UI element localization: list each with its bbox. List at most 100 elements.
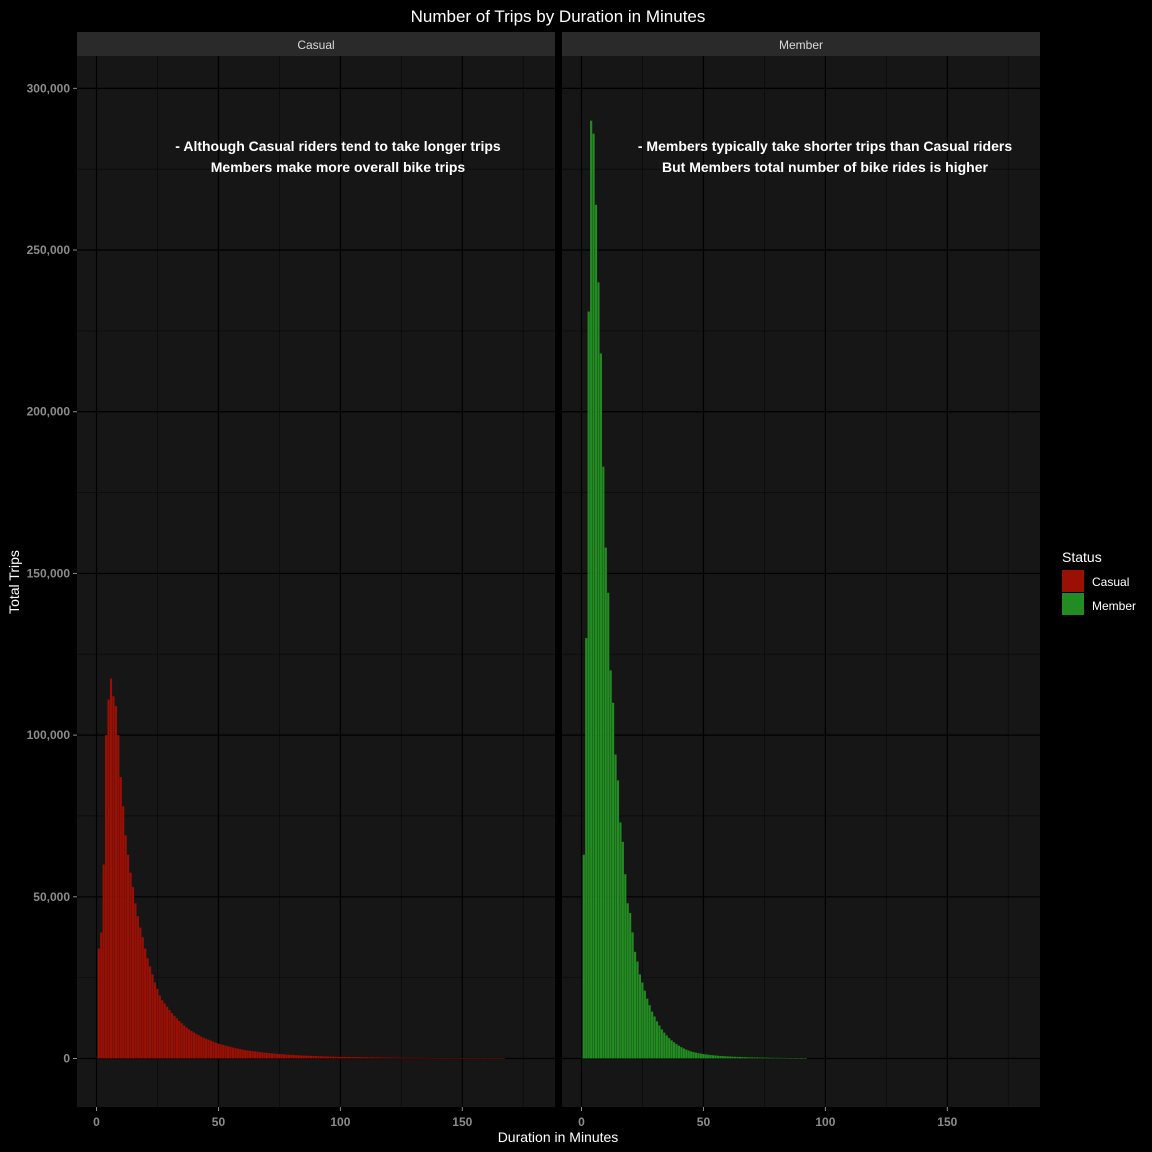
bar-member-58 bbox=[721, 1056, 724, 1059]
bar-casual-72 bbox=[270, 1053, 274, 1059]
bar-casual-94 bbox=[324, 1056, 327, 1059]
bar-member-80 bbox=[775, 1057, 778, 1059]
bar-casual-46 bbox=[207, 1039, 210, 1059]
bar-casual-149 bbox=[458, 1058, 461, 1059]
bar-casual-97 bbox=[331, 1056, 335, 1059]
bar-casual-56 bbox=[231, 1047, 235, 1059]
bar-member-87 bbox=[792, 1058, 795, 1059]
bar-member-22 bbox=[633, 951, 637, 1059]
bar-casual-48 bbox=[212, 1041, 215, 1059]
y-tick-label: 50,000 bbox=[33, 890, 70, 904]
bar-casual-18 bbox=[139, 927, 142, 1059]
bar-casual-127 bbox=[405, 1057, 408, 1059]
bar-member-76 bbox=[765, 1057, 768, 1059]
bar-member-20 bbox=[629, 912, 632, 1059]
bar-casual-37 bbox=[185, 1027, 188, 1059]
bar-casual-40 bbox=[192, 1032, 196, 1059]
bar-member-23 bbox=[636, 961, 639, 1059]
bar-casual-144 bbox=[446, 1058, 449, 1059]
bar-casual-69 bbox=[263, 1052, 266, 1059]
bar-casual-165 bbox=[497, 1058, 500, 1059]
panel-member: Member - Members typically take shorter t… bbox=[562, 32, 1040, 1129]
bar-member-92 bbox=[804, 1058, 807, 1059]
bar-casual-19 bbox=[141, 937, 144, 1059]
y-tick-label: 300,000 bbox=[27, 81, 71, 95]
bar-casual-31 bbox=[170, 1013, 174, 1059]
bar-member-29 bbox=[651, 1011, 654, 1059]
bar-casual-16 bbox=[134, 903, 137, 1059]
bar-member-28 bbox=[648, 1005, 651, 1059]
bar-casual-139 bbox=[434, 1057, 437, 1059]
bar-casual-100 bbox=[339, 1056, 342, 1059]
bar-casual-84 bbox=[300, 1055, 303, 1059]
bar-member-8 bbox=[599, 353, 602, 1059]
y-axis-title: Total Trips bbox=[6, 550, 22, 614]
bar-member-55 bbox=[714, 1055, 717, 1059]
bar-member-63 bbox=[733, 1056, 737, 1059]
bar-member-18 bbox=[624, 874, 627, 1059]
bar-member-71 bbox=[753, 1057, 756, 1059]
bar-casual-75 bbox=[278, 1054, 281, 1059]
bar-casual-64 bbox=[251, 1051, 254, 1059]
bar-casual-78 bbox=[285, 1054, 288, 1059]
annotation-casual-line-1: - Although Casual riders tend to take lo… bbox=[175, 138, 501, 154]
bar-casual-33 bbox=[175, 1018, 178, 1059]
bar-casual-163 bbox=[492, 1058, 495, 1059]
bar-member-34 bbox=[663, 1032, 666, 1059]
bar-casual-27 bbox=[161, 1000, 164, 1059]
bars-casual bbox=[97, 678, 505, 1059]
bar-casual-68 bbox=[261, 1052, 264, 1059]
bar-casual-98 bbox=[334, 1056, 337, 1059]
bar-casual-122 bbox=[392, 1057, 396, 1059]
bar-member-16 bbox=[619, 822, 622, 1059]
bar-member-38 bbox=[672, 1042, 676, 1059]
legend-label-member: Member bbox=[1092, 599, 1136, 613]
bar-casual-2 bbox=[100, 932, 103, 1059]
bar-casual-115 bbox=[375, 1057, 378, 1059]
bar-casual-26 bbox=[158, 995, 161, 1059]
bar-casual-62 bbox=[246, 1050, 249, 1059]
bar-member-1 bbox=[582, 854, 585, 1059]
bar-casual-128 bbox=[407, 1057, 410, 1059]
bar-member-5 bbox=[592, 133, 595, 1059]
bar-casual-9 bbox=[117, 735, 120, 1059]
bar-casual-102 bbox=[344, 1056, 347, 1059]
x-tick-label: 150 bbox=[937, 1115, 957, 1129]
bar-casual-21 bbox=[146, 958, 149, 1059]
x-tick-label: 0 bbox=[93, 1115, 100, 1129]
bar-member-24 bbox=[638, 974, 642, 1059]
bar-casual-6 bbox=[109, 678, 113, 1059]
bar-member-6 bbox=[594, 204, 598, 1059]
bar-casual-81 bbox=[292, 1055, 296, 1059]
bar-member-21 bbox=[631, 932, 634, 1059]
bar-casual-63 bbox=[248, 1050, 252, 1059]
bar-member-86 bbox=[790, 1058, 793, 1059]
bar-member-48 bbox=[697, 1053, 700, 1059]
bar-casual-113 bbox=[370, 1057, 374, 1059]
bar-casual-151 bbox=[463, 1058, 466, 1059]
bar-member-32 bbox=[658, 1025, 661, 1059]
legend-label-casual: Casual bbox=[1092, 575, 1129, 589]
bar-casual-30 bbox=[168, 1009, 171, 1059]
bar-member-17 bbox=[621, 841, 624, 1059]
bar-casual-101 bbox=[341, 1056, 344, 1059]
bar-member-82 bbox=[780, 1057, 783, 1059]
bar-member-14 bbox=[614, 754, 617, 1059]
bar-casual-70 bbox=[266, 1052, 269, 1059]
bar-member-88 bbox=[794, 1058, 798, 1059]
bar-casual-23 bbox=[151, 974, 154, 1059]
bar-casual-79 bbox=[287, 1054, 291, 1059]
bar-casual-49 bbox=[214, 1042, 217, 1059]
bar-casual-71 bbox=[268, 1053, 271, 1059]
bar-casual-136 bbox=[426, 1057, 430, 1059]
bar-casual-50 bbox=[217, 1043, 220, 1059]
bar-member-62 bbox=[731, 1056, 734, 1059]
bar-casual-77 bbox=[283, 1054, 286, 1059]
bar-member-41 bbox=[680, 1047, 683, 1059]
bar-casual-83 bbox=[297, 1055, 300, 1059]
bar-casual-108 bbox=[358, 1057, 361, 1059]
bar-casual-112 bbox=[368, 1057, 371, 1059]
chart-title: Number of Trips by Duration in Minutes bbox=[411, 7, 706, 26]
bar-member-77 bbox=[768, 1057, 771, 1059]
bar-member-30 bbox=[653, 1016, 656, 1059]
